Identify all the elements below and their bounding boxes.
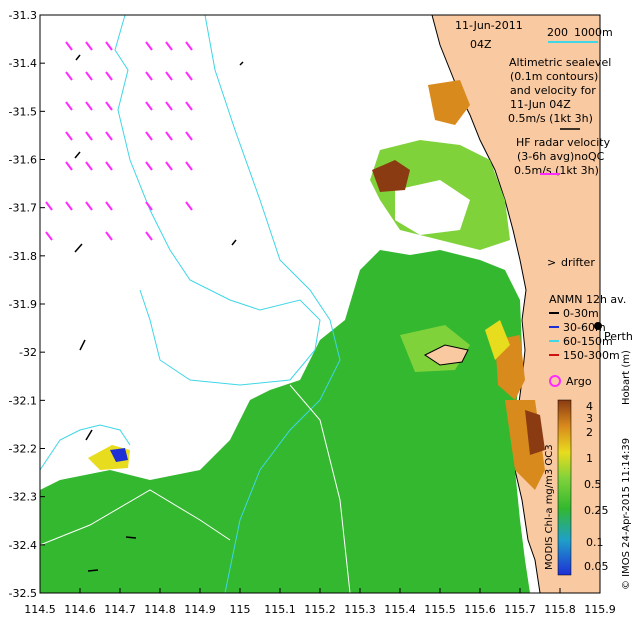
- colorbar-label: MODIS Chl-a mg/m3 OC3: [544, 444, 555, 570]
- alt-line-4: 0.5m/s (1kt 3h): [508, 112, 593, 125]
- sea-level-contour-3: [39, 424, 131, 471]
- chl-blue-west: [110, 448, 128, 462]
- colorbar: [557, 399, 572, 576]
- scale-unit: 1000m: [574, 26, 613, 39]
- drifter-track: [39, 384, 351, 594]
- cbar-tick-6: 0.1: [586, 536, 604, 549]
- title-time: 04Z: [470, 38, 492, 51]
- hf-line-1: (3-6h avg)noQC: [517, 150, 605, 163]
- x-tick-label: 115: [230, 603, 251, 616]
- perth-marker-icon: [594, 322, 602, 330]
- y-tick-label: -31.9: [9, 298, 37, 311]
- y-tick-label: -32.5: [9, 587, 37, 600]
- alt-line-0: Altimetric sealevel: [509, 56, 611, 69]
- chl-brown-south: [525, 410, 545, 455]
- x-tick-label: 115.3: [344, 603, 376, 616]
- title-date: 11-Jun-2011: [455, 19, 523, 32]
- hf-line-2: 0.5m/s (1kt 3h): [514, 164, 599, 177]
- cbar-tick-2: 2: [586, 426, 593, 439]
- y-tick-label: -32.3: [9, 491, 37, 504]
- argo-marker-icon: [549, 375, 561, 387]
- x-axis-ticks: 114.5 114.6 114.7 114.8 114.9 115 115.1 115.2 11…: [24, 588, 616, 616]
- y-tick-label: -32: [19, 346, 37, 359]
- x-tick-label: 115.5: [424, 603, 456, 616]
- island: [424, 344, 469, 366]
- y-tick-label: -31.8: [9, 250, 37, 263]
- alt-line-3: 11-Jun 04Z: [510, 98, 571, 111]
- altimetry-legend: Altimetric sealevel (0.1m contours) and …: [508, 56, 611, 130]
- x-tick-label: 114.7: [104, 603, 136, 616]
- credit-text: © IMOS 24-Apr-2015 11:14:39: [621, 438, 632, 590]
- perth-label: Perth: [604, 330, 633, 343]
- altimetry-vectors: [74, 54, 244, 572]
- alt-line-2: and velocity for: [510, 84, 596, 97]
- x-tick-label: 115.1: [264, 603, 296, 616]
- hf-radar-legend: HF radar velocity (3-6h avg)noQC 0.5m/s …: [514, 136, 611, 177]
- sea-level-contour: [114, 14, 321, 386]
- y-tick-label: -32.4: [9, 539, 37, 552]
- x-tick-label: 114.6: [64, 603, 96, 616]
- x-tick-label: 115.8: [544, 603, 576, 616]
- anmn-depth-0: 0-30m: [563, 307, 599, 320]
- y-axis-ticks: -31.3 -31.4 -31.5 -31.6 -31.7 -31.8 -31.9 -32 -3…: [9, 9, 45, 600]
- x-tick-label: 114.9: [184, 603, 216, 616]
- y-tick-label: -31.5: [9, 105, 37, 118]
- hobart-label: Hobart (m): [621, 350, 632, 405]
- hf-radar-vectors: [45, 41, 193, 241]
- colorbar-ticks: 4 3 2 1 0.5 0.25 0.1 0.05: [584, 400, 609, 573]
- x-tick-label: 115.2: [304, 603, 336, 616]
- chl-orange-north: [428, 80, 470, 125]
- cloud-gap: [395, 180, 470, 235]
- cbar-tick-4: 0.5: [584, 478, 602, 491]
- y-tick-label: -31.7: [9, 202, 37, 215]
- alt-line-1: (0.1m contours): [510, 70, 598, 83]
- drifter-label: drifter: [561, 256, 595, 269]
- scale-label: 200: [547, 26, 568, 39]
- anmn-depth-2: 60-150m: [563, 335, 613, 348]
- cbar-tick-1: 3: [586, 412, 593, 425]
- x-tick-label: 115.7: [504, 603, 536, 616]
- x-tick-label: 114.8: [144, 603, 176, 616]
- x-tick-label: 115.4: [384, 603, 416, 616]
- anmn-title: ANMN 12h av.: [549, 293, 626, 306]
- chl-yellow-coast: [485, 320, 510, 360]
- x-tick-label: 115.9: [584, 603, 616, 616]
- y-tick-label: -32.2: [9, 443, 37, 456]
- cbar-tick-7: 0.05: [584, 560, 609, 573]
- chl-brown-north: [372, 160, 410, 192]
- x-tick-label: 115.6: [464, 603, 496, 616]
- hf-line-0: HF radar velocity: [516, 136, 611, 149]
- cbar-tick-0: 4: [586, 400, 593, 413]
- y-tick-label: -31.6: [9, 154, 37, 167]
- sea-level-contour-2: [204, 14, 341, 594]
- cbar-tick-5: 0.25: [584, 504, 609, 517]
- y-tick-label: -31.4: [9, 57, 37, 70]
- y-tick-label: -31.3: [9, 9, 37, 22]
- x-tick-label: 114.5: [24, 603, 56, 616]
- y-tick-label: -32.1: [9, 394, 37, 407]
- argo-label: Argo: [566, 375, 592, 388]
- drifter-marker-icon: >: [547, 256, 556, 269]
- anmn-depth-3: 150-300m: [563, 349, 620, 362]
- cbar-tick-3: 1: [586, 452, 593, 465]
